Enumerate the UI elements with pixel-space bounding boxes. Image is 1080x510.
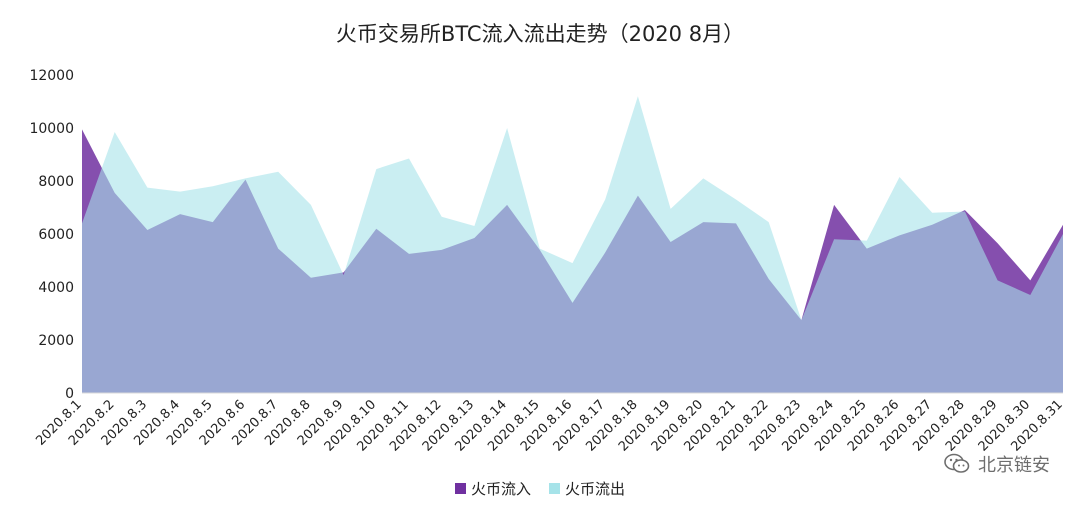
y-tick-label: 0 xyxy=(65,386,74,402)
legend-swatch-inflow xyxy=(454,483,466,494)
y-tick-label: 6000 xyxy=(38,227,74,243)
legend-label-outflow: 火币流出 xyxy=(565,480,626,498)
y-tick-label: 2000 xyxy=(38,333,74,349)
legend-item-outflow: 火币流出 xyxy=(549,478,625,499)
legend: 火币流入 火币流出 xyxy=(0,478,1080,499)
legend-swatch-outflow xyxy=(549,483,560,494)
legend-label-inflow: 火币流入 xyxy=(470,480,531,498)
y-tick-label: 10000 xyxy=(29,121,74,137)
watermark-text: 北京链安 xyxy=(978,455,1050,476)
y-tick-label: 4000 xyxy=(38,280,74,296)
y-tick-label: 8000 xyxy=(38,174,74,190)
legend-item-inflow: 火币流入 xyxy=(454,478,531,499)
watermark: 北京链安 xyxy=(944,451,1050,477)
y-tick-label: 12000 xyxy=(29,68,74,84)
series-area-outflow xyxy=(82,96,1063,393)
chart-title: 火币交易所BTC流入流出走势（2020 8月） xyxy=(335,22,745,46)
wechat-icon xyxy=(944,453,970,473)
